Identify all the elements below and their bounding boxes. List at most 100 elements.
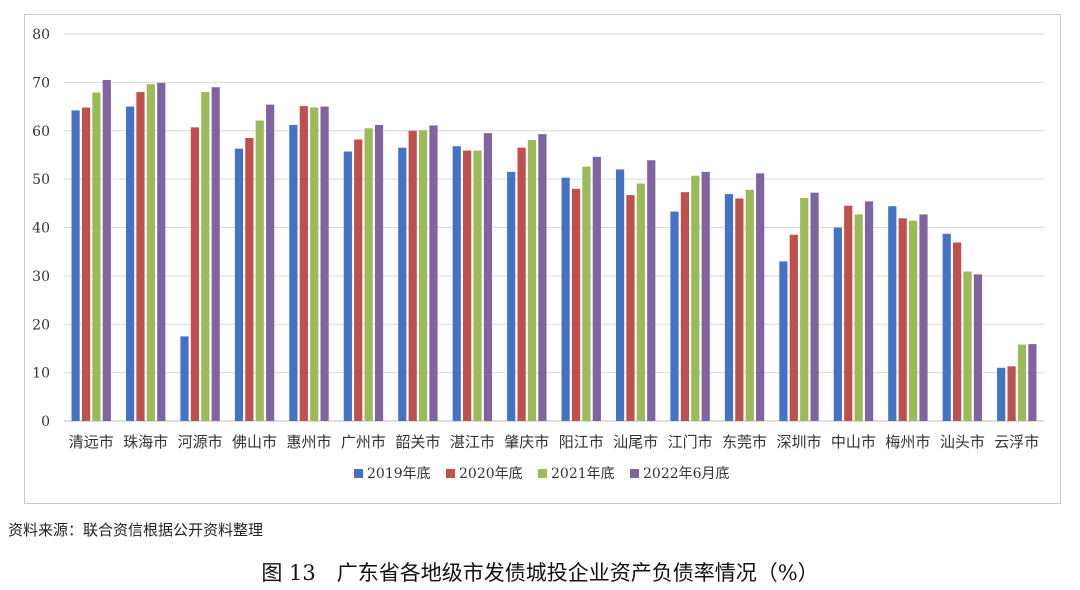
bar-阳江市-2021年底: [582, 166, 591, 421]
bar-中山市-2022年6月底: [864, 201, 874, 421]
bar-佛山市-2019年底: [234, 148, 244, 421]
legend-label: 2022年6月底: [643, 466, 730, 482]
bar-深圳市-2021年底: [800, 197, 809, 421]
y-tick-label: 60: [32, 124, 50, 140]
bar-湛江市-2019年底: [452, 146, 461, 422]
x-tick-label: 广州市: [341, 433, 386, 451]
bar-中山市-2020年底: [844, 205, 853, 421]
y-tick-label: 80: [32, 27, 50, 43]
bar-肇庆市-2021年底: [527, 139, 537, 421]
bar-云浮市-2020年底: [1007, 366, 1016, 421]
bar-江门市-2019年底: [670, 211, 679, 421]
bar-梅州市-2022年6月底: [919, 214, 928, 421]
bar-佛山市-2022年6月底: [266, 104, 275, 421]
bar-韶关市-2020年底: [408, 130, 417, 421]
bar-湛江市-2021年底: [473, 150, 482, 421]
bar-汕头市-2020年底: [953, 242, 962, 421]
bar-东莞市-2019年底: [724, 194, 734, 421]
bar-东莞市-2021年底: [745, 189, 754, 421]
legend-swatch: [446, 469, 455, 478]
x-tick-label: 肇庆市: [504, 433, 549, 451]
bar-河源市-2020年底: [190, 127, 200, 422]
legend-swatch: [630, 469, 639, 478]
y-axis-ticks: 0 10 20 30 40 50 60 70 80: [32, 27, 50, 430]
bar-东莞市-2020年底: [735, 198, 744, 421]
bar-珠海市-2022年6月底: [157, 82, 166, 422]
bar-广州市-2019年底: [343, 151, 352, 422]
bar-珠海市-2021年底: [146, 84, 155, 421]
x-axis-ticks: 清远市 珠海市 河源市 佛山市 惠州市 广州市 韶关市 湛江市 肇庆市 阳江市 汕尾市 江门市 东莞市深…: [69, 433, 1040, 451]
bar-梅州市-2020年底: [898, 218, 907, 421]
bar-惠州市-2021年底: [310, 107, 319, 421]
bar-阳江市-2020年底: [571, 188, 581, 421]
bar-珠海市-2019年底: [125, 106, 135, 421]
x-tick-label: 汕头市: [940, 433, 985, 451]
x-tick-label: 佛山市: [232, 433, 277, 451]
bar-江门市-2021年底: [691, 175, 700, 421]
bar-韶关市-2021年底: [418, 130, 428, 421]
bar-佛山市-2021年底: [255, 120, 264, 421]
figure-caption: 图 13 广东省各地级市发债城投企业资产负债率情况（%）: [261, 561, 819, 585]
bars: [71, 79, 1037, 422]
legend-label: 2020年底: [459, 466, 523, 482]
y-tick-label: 70: [32, 75, 50, 91]
bar-江门市-2020年底: [680, 192, 690, 421]
bar-云浮市-2019年底: [997, 367, 1006, 421]
bar-韶关市-2022年6月底: [429, 125, 438, 422]
bar-珠海市-2020年底: [136, 92, 145, 422]
bar-河源市-2019年底: [180, 336, 189, 421]
bar-河源市-2021年底: [201, 92, 210, 422]
bar-清远市-2020年底: [81, 107, 91, 421]
bar-汕头市-2019年底: [942, 233, 951, 421]
bar-中山市-2019年底: [833, 227, 842, 421]
y-tick-label: 40: [32, 221, 50, 237]
bar-汕头市-2022年6月底: [973, 274, 983, 421]
source-note: 资料来源：联合资信根据公开资料整理: [8, 521, 264, 539]
bar-云浮市-2021年底: [1017, 344, 1027, 421]
bar-广州市-2021年底: [364, 128, 373, 421]
bar-清远市-2021年底: [92, 92, 101, 421]
bar-惠州市-2019年底: [289, 124, 298, 421]
bar-惠州市-2022年6月底: [320, 106, 329, 421]
bar-梅州市-2019年底: [888, 206, 897, 421]
bar-深圳市-2022年6月底: [810, 192, 819, 421]
bar-深圳市-2020年底: [789, 234, 798, 421]
bar-肇庆市-2022年6月底: [538, 134, 547, 421]
bar-chart: 0 10 20 30 40 50 60 70 80 清远市 珠海市 河源市 佛山市 惠州市 广州市 韶关市湛…: [32, 27, 1044, 482]
bar-东莞市-2022年6月底: [756, 173, 765, 421]
bar-广州市-2022年6月底: [374, 124, 384, 421]
bar-韶关市-2019年底: [398, 147, 407, 421]
x-tick-label: 梅州市: [885, 433, 930, 451]
y-tick-label: 30: [32, 269, 50, 285]
x-tick-label: 阳江市: [559, 433, 604, 451]
bar-阳江市-2022年6月底: [592, 156, 601, 421]
bar-肇庆市-2019年底: [507, 171, 516, 421]
x-tick-label: 韶关市: [395, 433, 440, 451]
x-tick-label: 珠海市: [123, 433, 168, 451]
x-tick-label: 湛江市: [450, 433, 495, 451]
bar-清远市-2022年6月底: [102, 79, 111, 422]
bar-深圳市-2019年底: [779, 261, 788, 421]
bar-云浮市-2022年6月底: [1028, 344, 1037, 421]
legend-swatch: [354, 469, 363, 478]
bar-清远市-2019年底: [71, 110, 80, 422]
x-tick-label: 江门市: [668, 433, 713, 451]
bar-汕头市-2021年底: [963, 271, 972, 421]
y-tick-label: 50: [32, 172, 50, 188]
bar-汕尾市-2020年底: [626, 195, 635, 421]
bar-肇庆市-2020年底: [517, 147, 526, 421]
x-tick-label: 深圳市: [776, 433, 821, 451]
bar-广州市-2020年底: [354, 139, 363, 421]
bar-佛山市-2020年底: [245, 138, 254, 421]
bar-阳江市-2019年底: [561, 177, 570, 421]
x-tick-label: 汕尾市: [613, 433, 658, 451]
legend: 2019年底 2020年底 2021年底 2022年6月底: [354, 466, 730, 482]
bar-汕尾市-2019年底: [615, 169, 625, 421]
legend-label: 2019年底: [367, 466, 431, 482]
y-tick-label: 0: [41, 414, 50, 430]
x-tick-label: 河源市: [178, 433, 223, 451]
x-tick-label: 清远市: [69, 433, 114, 451]
bar-湛江市-2022年6月底: [483, 133, 493, 422]
gridlines: [64, 33, 1044, 422]
x-tick-label: 惠州市: [286, 433, 331, 451]
